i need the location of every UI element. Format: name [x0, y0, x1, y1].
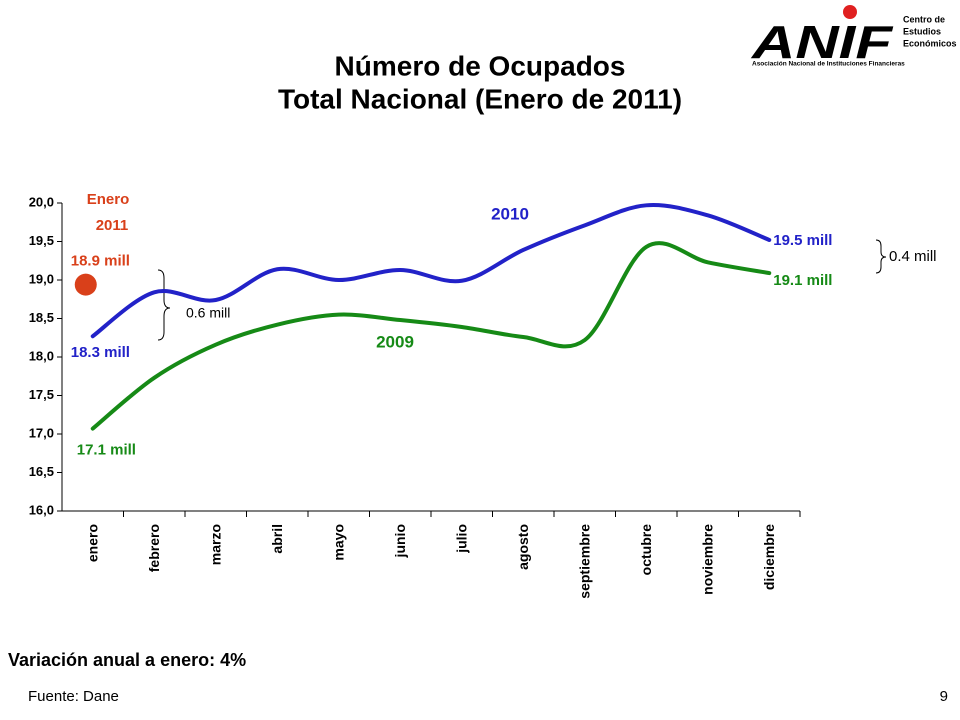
data-label: 19.1 mill — [773, 272, 832, 289]
y-tick-label: 17,0 — [29, 425, 54, 440]
data-label: 17.1 mill — [77, 442, 136, 459]
line — [90, 203, 772, 339]
page-number: 9 — [940, 688, 948, 705]
brace — [875, 239, 887, 274]
point — [74, 273, 97, 296]
series-label: 2009 — [376, 332, 414, 351]
x-tick-label: enero — [84, 524, 100, 562]
x-tick-label: octubre — [638, 524, 654, 576]
x-tick-label: abril — [269, 524, 285, 554]
x-tick-label: julio — [453, 524, 469, 554]
x-tick-label: marzo — [207, 524, 223, 565]
y-tick-label: 18,0 — [29, 348, 54, 363]
y-tick-label: 19,5 — [29, 233, 54, 248]
x-tick-label: septiembre — [576, 524, 592, 599]
logo-subtitle: Asociación Nacional de Instituciones Fin… — [752, 61, 905, 68]
data-label: 19.5 mill — [773, 232, 832, 249]
x-tick-label: agosto — [515, 524, 531, 570]
logo-org: Económicos — [903, 38, 957, 48]
logo-name: ANIF — [751, 16, 895, 68]
y-tick-label: 17,5 — [29, 387, 54, 402]
y-tick-label: 18,5 — [29, 310, 54, 325]
y-tick-label: 16,5 — [29, 464, 54, 479]
x-tick-label: diciembre — [761, 524, 777, 590]
footnote: Variación anual a enero: 4% — [8, 650, 246, 670]
series-label: Enero 2011 — [87, 191, 130, 234]
brace — [157, 269, 171, 341]
logo-org: Estudios — [903, 26, 941, 36]
y-tick-label: 20,0 — [29, 194, 54, 209]
x-tick-label: febrero — [146, 524, 162, 572]
source: Fuente: Dane — [28, 688, 119, 705]
chart-title: Total Nacional (Enero de 2011) — [278, 83, 682, 114]
x-tick-label: noviembre — [699, 524, 715, 595]
logo-dot — [843, 5, 857, 19]
data-label: 18.9 mill — [71, 253, 130, 270]
annotation: 0.6 mill — [186, 305, 230, 321]
chart-title: Número de Ocupados — [335, 50, 626, 81]
logo: ANIF Asociación Nacional de Institucione… — [751, 5, 957, 68]
line — [90, 241, 772, 431]
data-label: 18.3 mill — [71, 344, 130, 361]
x-tick-label: mayo — [330, 524, 346, 561]
x-tick-label: junio — [392, 524, 408, 558]
y-tick-label: 19,0 — [29, 271, 54, 286]
series-label: 2010 — [491, 204, 529, 223]
y-tick-label: 16,0 — [29, 502, 54, 517]
annotation: 0.4 mill — [889, 248, 937, 265]
logo-org: Centro de — [903, 14, 945, 24]
